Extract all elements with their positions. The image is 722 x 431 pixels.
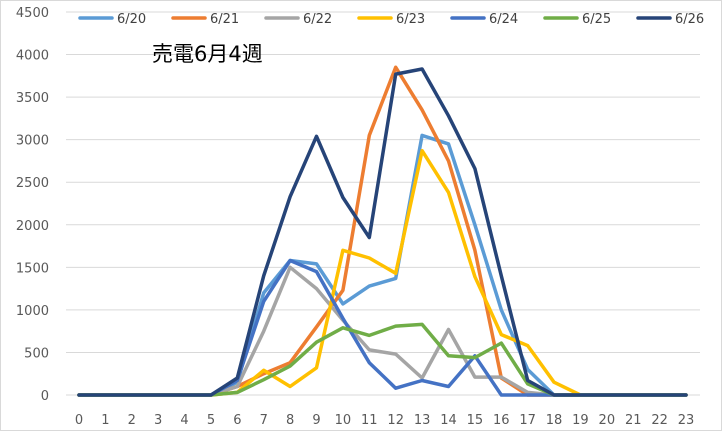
x-tick-label: 3 xyxy=(154,413,162,428)
x-tick-label: 5 xyxy=(207,413,215,428)
y-axis: 0 500 1000 1500 2000 2500 3000 3500 4000 4500 xyxy=(16,6,49,404)
x-tick-label: 17 xyxy=(519,413,536,428)
y-tick-label: 1500 xyxy=(16,261,49,276)
y-tick-label: 0 xyxy=(41,389,49,404)
y-tick-label: 1000 xyxy=(16,304,49,319)
gridlines xyxy=(66,11,700,396)
y-tick-label: 3000 xyxy=(16,134,49,149)
chart-title: 売電6月4週 xyxy=(152,42,263,66)
x-tick-label: 9 xyxy=(312,413,320,428)
x-tick-label: 14 xyxy=(440,413,457,428)
legend-label: 6/25 xyxy=(582,12,611,27)
legend-label: 6/22 xyxy=(303,12,332,27)
x-tick-label: 16 xyxy=(493,413,510,428)
legend-label: 6/26 xyxy=(675,12,704,27)
x-tick-label: 0 xyxy=(75,413,83,428)
series-lines xyxy=(77,65,688,397)
x-tick-label: 15 xyxy=(467,413,484,428)
legend-label: 6/21 xyxy=(210,12,239,27)
x-tick-label: 21 xyxy=(625,413,642,428)
x-tick-label: 6 xyxy=(233,413,241,428)
x-tick-label: 11 xyxy=(361,413,378,428)
y-tick-label: 4000 xyxy=(16,49,49,64)
legend: 6/20 6/21 6/22 6/23 6/24 6/25 6/26 xyxy=(78,12,704,27)
legend-label: 6/23 xyxy=(396,12,425,27)
x-tick-label: 22 xyxy=(651,413,668,428)
legend-label: 6/24 xyxy=(489,12,518,27)
x-tick-label: 10 xyxy=(335,413,352,428)
x-tick-label: 19 xyxy=(572,413,589,428)
series-line-6-26 xyxy=(77,67,688,397)
x-tick-label: 7 xyxy=(260,413,268,428)
x-tick-label: 18 xyxy=(546,413,563,428)
y-tick-label: 3500 xyxy=(16,91,49,106)
x-tick-label: 2 xyxy=(128,413,136,428)
x-tick-label: 4 xyxy=(180,413,188,428)
x-tick-label: 12 xyxy=(387,413,404,428)
y-tick-label: 2000 xyxy=(16,219,49,234)
x-tick-label: 1 xyxy=(101,413,109,428)
x-tick-label: 13 xyxy=(414,413,431,428)
x-axis: 0 1 2 3 4 5 6 7 8 9 10 11 12 13 14 15 16 17 18 19 20 21 22 23 xyxy=(75,413,694,428)
legend-label: 6/20 xyxy=(117,12,146,27)
x-tick-label: 8 xyxy=(286,413,294,428)
x-tick-label: 23 xyxy=(678,413,695,428)
y-tick-label: 2500 xyxy=(16,176,49,191)
y-tick-label: 4500 xyxy=(16,6,49,21)
y-tick-label: 500 xyxy=(24,346,49,361)
x-tick-label: 20 xyxy=(599,413,616,428)
